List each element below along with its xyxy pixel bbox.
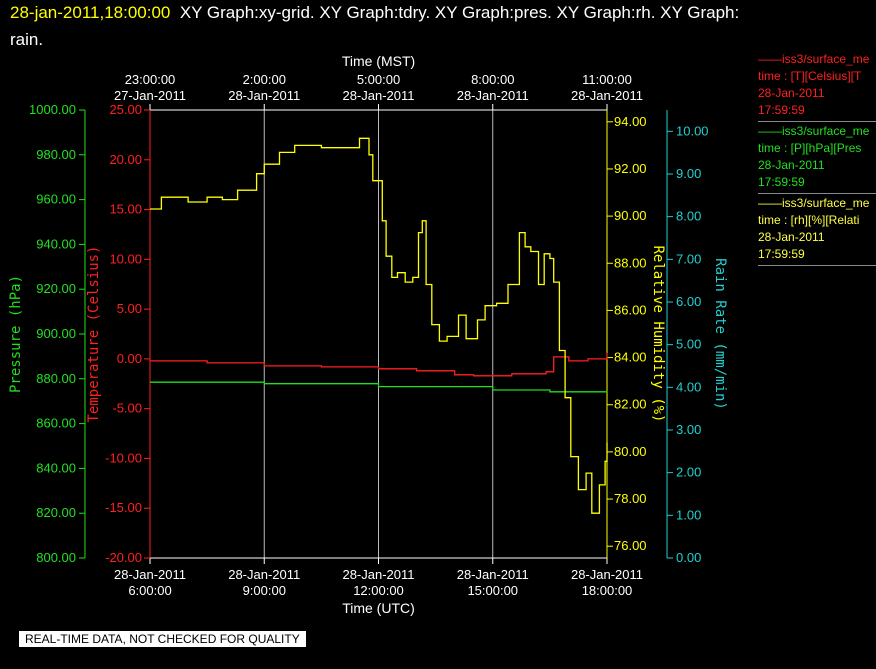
legend-time: 17:59:59 <box>758 175 805 189</box>
rain-tick-label: 5.00 <box>676 337 701 352</box>
rain-tick-label: 2.00 <box>676 465 701 480</box>
pressure-axis-title: Pressure (hPa) <box>8 275 24 393</box>
legend-date: 28-Jan-2011 <box>758 86 825 100</box>
pressure-tick-label: 940.00 <box>36 236 76 251</box>
legend-source: ——iss3/surface_me <box>758 124 870 138</box>
temperature-tick-label: 15.00 <box>109 202 142 217</box>
top-tick-label-date: 27-Jan-2011 <box>114 88 186 103</box>
x-tick-label-time: 15:00:00 <box>467 583 518 598</box>
header-timestamp: 28-jan-2011,18:00:00 <box>10 3 171 22</box>
x-tick-label-date: 28-Jan-2011 <box>457 567 529 582</box>
rh-tick-label: 84.00 <box>614 350 647 365</box>
pressure-tick-label: 920.00 <box>36 281 76 296</box>
top-tick-label-date: 28-Jan-2011 <box>457 88 529 103</box>
legend-entry-pressure[interactable]: ——iss3/surface_me time : [P][hPa][Pres 2… <box>758 123 869 191</box>
temperature-tick-label: -20.00 <box>105 550 142 565</box>
x-tick-label-date: 28-Jan-2011 <box>342 567 414 582</box>
pressure-tick-label: 880.00 <box>36 371 76 386</box>
pressure-tick-label: 900.00 <box>36 326 76 341</box>
pressure-tick-label: 800.00 <box>36 550 76 565</box>
legend-divider <box>758 193 876 194</box>
rain-tick-label: 7.00 <box>676 251 701 266</box>
pressure-tick-label: 1000.00 <box>29 102 76 117</box>
temperature-tick-label: -5.00 <box>112 401 142 416</box>
temperature-tick-label: 25.00 <box>109 102 142 117</box>
top-tick-label-date: 28-Jan-2011 <box>228 88 300 103</box>
rain-tick-label: 0.00 <box>676 550 701 565</box>
legend-divider <box>758 121 876 122</box>
pressure-tick-label: 960.00 <box>36 192 76 207</box>
series-line-rh <box>150 137 608 514</box>
top-tick-label-date: 28-Jan-2011 <box>342 88 414 103</box>
legend-time: 17:59:59 <box>758 103 805 117</box>
x-tick-label-date: 28-Jan-2011 <box>114 567 186 582</box>
top-tick-label-date: 28-Jan-2011 <box>571 88 643 103</box>
temperature-tick-label: 20.00 <box>109 152 142 167</box>
pressure-tick-label: 820.00 <box>36 505 76 520</box>
series-line-pressure <box>150 381 608 393</box>
rain-tick-label: 10.00 <box>676 123 709 138</box>
rain-tick-label: 6.00 <box>676 294 701 309</box>
legend-time: 17:59:59 <box>758 247 805 261</box>
x-tick-label-date: 28-Jan-2011 <box>571 567 643 582</box>
rain-tick-label: 8.00 <box>676 209 701 224</box>
rh-tick-label: 82.00 <box>614 397 647 412</box>
rain-tick-label: 4.00 <box>676 379 701 394</box>
rh-tick-label: 80.00 <box>614 444 647 459</box>
rh-tick-label: 88.00 <box>614 255 647 270</box>
top-tick-label-time: 2:00:00 <box>243 72 286 87</box>
legend-field: time : [rh][%][Relati <box>758 213 860 227</box>
pressure-tick-label: 840.00 <box>36 460 76 475</box>
legend-divider <box>758 265 876 266</box>
x-tick-label-time: 9:00:00 <box>243 583 286 598</box>
pressure-tick-label: 980.00 <box>36 147 76 162</box>
temperature-tick-label: 5.00 <box>117 301 142 316</box>
temperature-axis-title: Temperature (Celsius) <box>86 245 102 422</box>
x-tick-label-time: 6:00:00 <box>128 583 171 598</box>
top-tick-label-time: 11:00:00 <box>582 72 632 87</box>
rh-axis-title: Relative Humidity (%) <box>650 245 666 422</box>
temperature-tick-label: -15.00 <box>105 500 142 515</box>
x-tick-label-date: 28-Jan-2011 <box>228 567 300 582</box>
x-axis-label-utc: Time (UTC) <box>342 600 415 616</box>
rain-tick-label: 9.00 <box>676 166 701 181</box>
top-tick-label-time: 5:00:00 <box>357 72 400 87</box>
top-tick-label-time: 8:00:00 <box>471 72 514 87</box>
x-axis-label-mst: Time (MST) <box>342 53 415 69</box>
rh-tick-label: 94.00 <box>614 114 647 129</box>
rain-tick-label: 3.00 <box>676 422 701 437</box>
series-line-temperature <box>150 352 608 377</box>
legend-field: time : [T][Celsius][T <box>758 69 862 83</box>
temperature-tick-label: -10.00 <box>105 450 142 465</box>
quality-warning-banner: REAL-TIME DATA, NOT CHECKED FOR QUALITY <box>19 631 306 647</box>
rh-tick-label: 90.00 <box>614 208 647 223</box>
legend-field: time : [P][hPa][Pres <box>758 141 862 155</box>
legend-date: 28-Jan-2011 <box>758 230 825 244</box>
legend-date: 28-Jan-2011 <box>758 158 825 172</box>
legend-source: ——iss3/surface_me <box>758 196 870 210</box>
header-graph-list: XY Graph:xy-grid. XY Graph:tdry. XY Grap… <box>179 3 740 22</box>
rh-tick-label: 92.00 <box>614 161 647 176</box>
top-tick-label-time: 23:00:00 <box>125 72 176 87</box>
temperature-tick-label: 10.00 <box>109 251 142 266</box>
legend-entry-temperature[interactable]: ——iss3/surface_me time : [T][Celsius][T … <box>758 51 869 119</box>
header-line-1: 28-jan-2011,18:00:00 XY Graph:xy-grid. X… <box>10 3 739 23</box>
rh-tick-label: 86.00 <box>614 302 647 317</box>
legend-source: ——iss3/surface_me <box>758 52 870 66</box>
rain-axis-title: Rain Rate (mm/min) <box>712 258 728 410</box>
header-line-2: rain. <box>10 30 44 49</box>
pressure-tick-label: 860.00 <box>36 416 76 431</box>
legend-entry-humidity[interactable]: ——iss3/surface_me time : [rh][%][Relati … <box>758 195 869 263</box>
x-tick-label-time: 12:00:00 <box>353 583 404 598</box>
rh-tick-label: 78.00 <box>614 491 647 506</box>
rain-tick-label: 1.00 <box>676 507 701 522</box>
x-tick-label-time: 18:00:00 <box>582 583 633 598</box>
rh-tick-label: 76.00 <box>614 538 647 553</box>
temperature-tick-label: 0.00 <box>117 351 142 366</box>
